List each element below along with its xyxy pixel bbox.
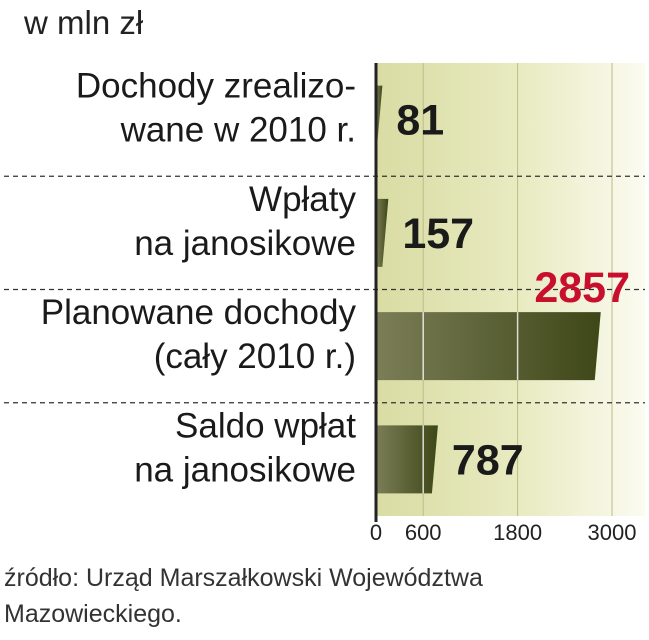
bar (376, 312, 601, 381)
bar-chart: Dochody zrealizo-wane w 2010 r. 81 Wpłaty n… (4, 63, 645, 545)
x-tick-label: 0 (370, 520, 382, 545)
category-label: wane w 2010 r. (120, 111, 356, 150)
category-label: Saldo wpłat (175, 406, 356, 445)
value-label: 2857 (534, 264, 630, 312)
category-label: na janosikowe (134, 450, 356, 489)
bar (376, 425, 438, 494)
value-label: 157 (402, 210, 474, 258)
bar (376, 198, 389, 267)
x-tick-label: 3000 (588, 520, 637, 545)
value-label: 81 (396, 97, 444, 145)
unit-label: w mln zł (24, 4, 144, 41)
source-note: źródło: Urząd Marszałkowski Województwa … (4, 564, 483, 628)
bar (376, 85, 383, 154)
value-label: 787 (452, 436, 524, 484)
x-tick-label: 600 (405, 520, 442, 545)
category-label: na janosikowe (134, 224, 356, 263)
category-label: Planowane dochody (41, 293, 357, 332)
category-label: Dochody zrealizo- (76, 67, 356, 106)
category-label: (cały 2010 r.) (154, 337, 356, 376)
x-tick-label: 1800 (493, 520, 542, 545)
category-label: Wpłaty (249, 180, 356, 219)
